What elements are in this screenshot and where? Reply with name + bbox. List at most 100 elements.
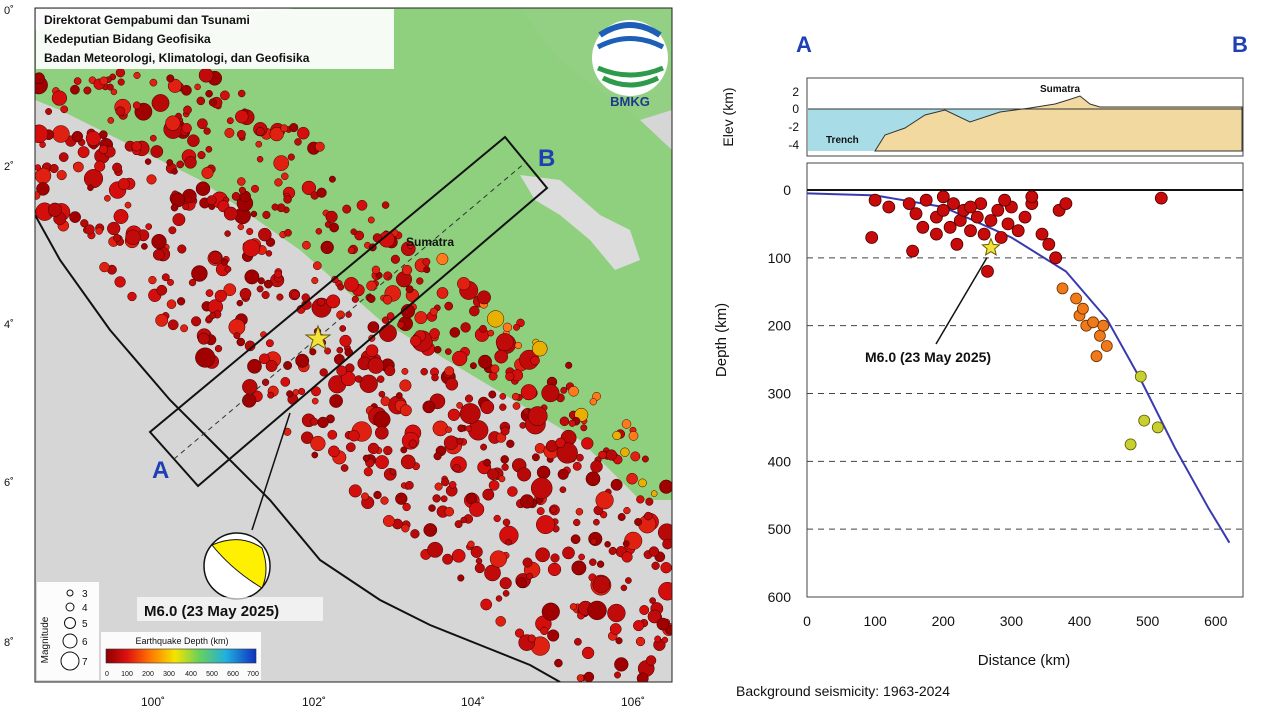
- map-epicenter: [530, 355, 540, 366]
- map-epicenter: [316, 187, 327, 198]
- map-event-label: M6.0 (23 May 2025): [144, 603, 279, 620]
- map-epicenter: [51, 90, 68, 106]
- map-epicenter: [427, 541, 444, 558]
- map-epicenter: [595, 491, 614, 510]
- depth-legend-title: Earthquake Depth (km): [135, 636, 228, 646]
- hypocenter-point: [981, 264, 994, 278]
- map-epicenter: [181, 123, 192, 134]
- map-epicenter: [291, 290, 300, 300]
- map-epicenter: [336, 310, 345, 320]
- map-epicenter: [177, 244, 187, 254]
- map-epicenter: [311, 451, 319, 459]
- map-epicenter: [104, 194, 111, 202]
- map-epicenter: [242, 239, 261, 257]
- map-epicenter: [327, 429, 338, 440]
- map-epicenter: [489, 550, 507, 568]
- map-epicenter: [367, 294, 376, 303]
- map-epicenter: [203, 127, 211, 135]
- map-epicenter: [220, 258, 229, 266]
- map-epicenter: [284, 228, 292, 237]
- map-epicenter: [367, 442, 380, 455]
- map-epicenter: [581, 646, 595, 660]
- map-epicenter: [656, 617, 670, 631]
- map-epicenter: [648, 546, 660, 557]
- map-epicenter: [650, 490, 658, 497]
- map-epicenter: [132, 101, 141, 110]
- map-epicenter: [367, 321, 380, 333]
- map-epicenter: [233, 332, 241, 340]
- magnitude-3: 3: [82, 589, 88, 600]
- lat-tick-2: 2˚: [4, 161, 14, 173]
- map-epicenter: [239, 287, 252, 300]
- map-epicenter: [395, 392, 403, 399]
- elevation-profile: Elev (km) 2 0 -2 -4 Trench Sumatra: [720, 77, 1244, 157]
- map-epicenter: [95, 227, 103, 235]
- hypocenter-point: [1138, 414, 1151, 427]
- hypocenter-point: [1100, 340, 1113, 352]
- map-epicenter: [428, 504, 436, 512]
- map-epicenter: [464, 394, 474, 403]
- profile-label-a: A: [796, 32, 812, 57]
- map-epicenter: [166, 159, 174, 166]
- map-epicenter: [470, 545, 483, 558]
- hypocenter-point: [1001, 217, 1015, 231]
- map-epicenter: [587, 600, 607, 621]
- depth-axis-label: Depth (km): [713, 303, 730, 377]
- map-epicenter: [237, 223, 245, 231]
- map-epicenter: [401, 524, 410, 533]
- map-epicenter: [502, 590, 510, 597]
- map-epicenter: [550, 553, 560, 563]
- map-epicenter: [242, 379, 258, 395]
- map-epicenter: [562, 546, 575, 560]
- profile-event-label: M6.0 (23 May 2025): [865, 349, 991, 365]
- map-epicenter: [569, 603, 577, 611]
- map-epicenter: [77, 146, 90, 159]
- map-epicenter: [171, 168, 178, 175]
- region-label: Sumatra: [406, 235, 454, 249]
- elev-tick-0: 0: [792, 102, 799, 116]
- map-epicenter: [251, 184, 259, 193]
- hypocenter-point: [970, 210, 984, 224]
- map-epicenter: [348, 429, 360, 442]
- hypocenter-point: [930, 227, 943, 241]
- map-epicenter: [541, 384, 560, 403]
- map-epicenter: [311, 386, 321, 397]
- hypocenter-point: [909, 207, 923, 221]
- map-epicenter: [356, 199, 368, 211]
- map-epicenter: [337, 283, 345, 291]
- map-epicenter: [176, 297, 186, 306]
- trench-line: [35, 214, 561, 682]
- map-epicenter: [395, 492, 408, 505]
- map-epicenter: [83, 169, 104, 189]
- map-epicenter: [94, 160, 106, 172]
- map-epicenter: [389, 468, 397, 476]
- map-epicenter: [605, 449, 618, 461]
- map-epicenter: [198, 67, 214, 83]
- map-epicenter: [205, 89, 213, 98]
- depth-tick-200: 200: [142, 671, 154, 678]
- map-epicenter: [131, 141, 142, 152]
- map-epicenter: [454, 520, 463, 529]
- map-epicenter: [214, 344, 223, 353]
- map-epicenter: [405, 285, 414, 294]
- map-epicenter: [328, 175, 336, 183]
- distance-tick-label: 300: [1000, 613, 1024, 629]
- map-epicenter: [511, 392, 520, 401]
- map-epicenter: [621, 551, 633, 563]
- depth-tick-100: 100: [121, 671, 133, 678]
- cross-section-panel: A B Elev (km) 2 0 -2 -4 Trench Sumatra M…: [690, 0, 1280, 720]
- distance-tick-label: 500: [1136, 613, 1160, 629]
- map-epicenter: [236, 129, 246, 139]
- map-epicenter: [149, 78, 158, 87]
- map-epicenter: [495, 616, 506, 627]
- map-epicenter: [181, 84, 192, 96]
- map-epicenter: [379, 324, 397, 342]
- map-epicenter: [609, 623, 622, 635]
- depth-tick-400: 400: [185, 671, 197, 678]
- map-epicenter: [336, 365, 347, 376]
- map-epicenter: [576, 453, 584, 462]
- map-epicenter: [182, 203, 190, 211]
- map-epicenter: [527, 634, 536, 643]
- map-epicenter: [399, 404, 412, 417]
- map-epicenter: [410, 335, 422, 347]
